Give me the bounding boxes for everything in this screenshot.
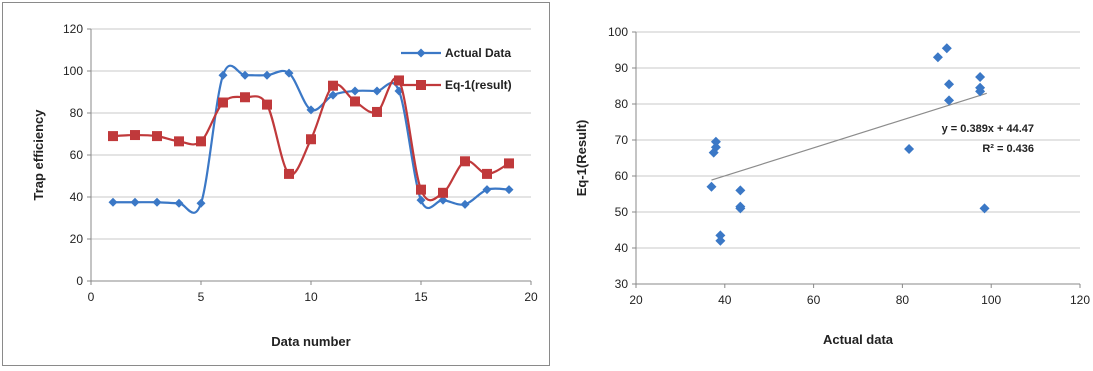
legend-label: Actual Data bbox=[445, 46, 511, 60]
data-point bbox=[715, 235, 726, 246]
data-point bbox=[944, 79, 955, 90]
data-point bbox=[174, 136, 184, 147]
y-tick-label: 40 bbox=[70, 190, 84, 204]
data-point bbox=[108, 197, 118, 207]
data-point bbox=[130, 197, 140, 207]
data-point bbox=[975, 72, 986, 82]
data-point bbox=[710, 142, 721, 153]
y-tick-label: 0 bbox=[76, 274, 83, 288]
y-tick-label: 80 bbox=[615, 97, 629, 111]
data-point bbox=[944, 95, 955, 106]
data-point bbox=[715, 230, 726, 241]
x-tick-label: 10 bbox=[304, 290, 318, 304]
data-point bbox=[710, 136, 721, 147]
legend-marker bbox=[416, 48, 426, 58]
data-point bbox=[941, 43, 952, 54]
data-point bbox=[152, 197, 162, 207]
data-point bbox=[152, 131, 162, 142]
data-point bbox=[328, 80, 338, 91]
x-tick-label: 20 bbox=[524, 290, 538, 304]
data-point bbox=[706, 181, 717, 192]
data-point bbox=[438, 187, 448, 198]
data-point bbox=[372, 106, 382, 117]
data-point bbox=[372, 86, 382, 96]
x-tick-label: 20 bbox=[629, 293, 643, 307]
data-point bbox=[240, 70, 250, 80]
x-tick-label: 60 bbox=[807, 293, 821, 307]
y-axis-title: Trap efficiency bbox=[31, 109, 46, 201]
x-tick-label: 80 bbox=[896, 293, 910, 307]
y-tick-label: 40 bbox=[615, 241, 629, 255]
data-point bbox=[416, 184, 426, 195]
data-point bbox=[460, 199, 470, 209]
y-tick-label: 100 bbox=[63, 64, 83, 78]
data-point bbox=[482, 168, 492, 179]
y-axis-title: Eq-1(Result) bbox=[574, 120, 589, 197]
data-point bbox=[218, 70, 228, 80]
data-point bbox=[904, 144, 915, 154]
x-axis-title: Actual data bbox=[823, 332, 894, 347]
data-point bbox=[975, 86, 986, 97]
data-point bbox=[284, 168, 294, 179]
data-point bbox=[438, 195, 448, 205]
data-point bbox=[735, 185, 746, 196]
x-tick-label: 15 bbox=[414, 290, 428, 304]
data-point bbox=[504, 185, 514, 195]
r-squared-label: R² = 0.436 bbox=[982, 143, 1034, 155]
trendline bbox=[711, 92, 987, 181]
y-tick-label: 90 bbox=[615, 61, 629, 75]
y-tick-label: 70 bbox=[615, 133, 629, 147]
x-tick-label: 100 bbox=[981, 293, 1001, 307]
scatter-chart: 30 40 50 60 70 80 90 100 20 40 60 80 100 120 Actual da… bbox=[574, 25, 1090, 347]
x-tick-label: 0 bbox=[88, 290, 95, 304]
data-point bbox=[350, 86, 360, 96]
data-point bbox=[932, 52, 943, 63]
data-point bbox=[708, 147, 719, 158]
data-point bbox=[460, 156, 470, 167]
trendline-equation: y = 0.389x + 44.47 bbox=[942, 123, 1034, 135]
legend-label: Eq-1(result) bbox=[445, 78, 512, 92]
x-axis-title: Data number bbox=[271, 334, 350, 349]
data-point bbox=[218, 97, 228, 108]
data-point bbox=[284, 68, 294, 78]
data-point bbox=[240, 92, 250, 103]
data-point bbox=[504, 158, 514, 169]
x-tick-label: 5 bbox=[198, 290, 205, 304]
data-point bbox=[416, 195, 426, 205]
y-tick-label: 30 bbox=[615, 277, 629, 291]
y-tick-label: 60 bbox=[70, 148, 84, 162]
y-tick-label: 120 bbox=[63, 22, 83, 36]
data-point bbox=[735, 201, 746, 212]
data-point bbox=[130, 130, 140, 141]
data-point bbox=[262, 99, 272, 110]
data-point bbox=[394, 75, 404, 86]
left-chart-panel: 0 20 40 60 80 100 120 0 5 10 15 20 Data number Trap e… bbox=[2, 2, 550, 366]
data-point bbox=[196, 136, 206, 147]
x-tick-label: 40 bbox=[718, 293, 732, 307]
data-point bbox=[306, 105, 316, 115]
data-point bbox=[174, 198, 184, 208]
data-point bbox=[262, 70, 272, 80]
y-tick-label: 80 bbox=[70, 106, 84, 120]
right-chart-panel: 30 40 50 60 70 80 90 100 20 40 60 80 100 120 Actual da… bbox=[556, 4, 1091, 366]
legend-marker bbox=[416, 80, 426, 90]
y-tick-label: 60 bbox=[615, 169, 629, 183]
y-tick-label: 100 bbox=[608, 25, 628, 39]
x-tick-label: 120 bbox=[1070, 293, 1090, 307]
y-tick-label: 50 bbox=[615, 205, 629, 219]
data-point bbox=[350, 96, 360, 107]
data-point bbox=[108, 131, 118, 142]
data-point bbox=[482, 185, 492, 195]
line-chart: 0 20 40 60 80 100 120 0 5 10 15 20 Data number Trap e… bbox=[31, 22, 538, 349]
data-point bbox=[979, 203, 990, 214]
y-tick-label: 20 bbox=[70, 232, 84, 246]
data-point bbox=[196, 198, 206, 208]
data-point bbox=[306, 134, 316, 145]
data-point bbox=[328, 90, 338, 100]
